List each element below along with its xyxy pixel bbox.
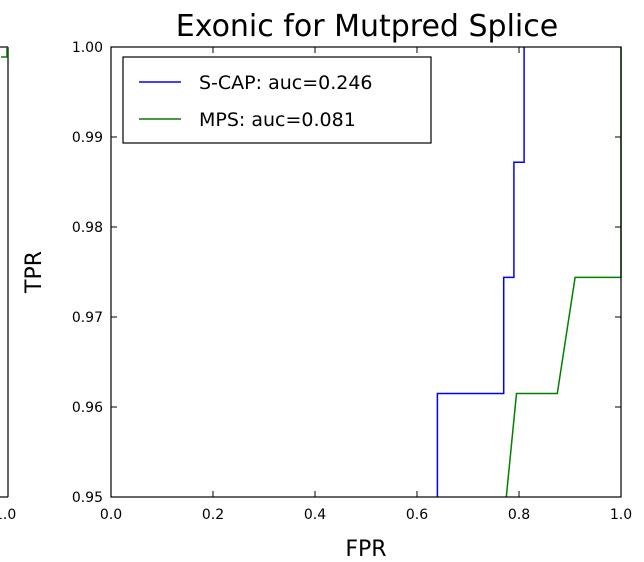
- y-tick-label: 0.96: [72, 400, 103, 416]
- x-tick-label: 0.4: [304, 507, 326, 523]
- y-tick-label: 0.97: [72, 310, 103, 326]
- left-panel-line: [1, 47, 8, 58]
- legend-label-mps: MPS: auc=0.081: [199, 109, 356, 131]
- left-panel-x-tick: 1.0: [0, 507, 16, 523]
- legend-box: [122, 56, 432, 144]
- x-tick-label: 0.6: [406, 507, 428, 523]
- y-tick-label: 0.99: [72, 130, 103, 146]
- legend: S-CAP: auc=0.246 MPS: auc=0.081: [122, 56, 432, 144]
- series-layer: [436, 47, 622, 498]
- y-tick-label: 1.00: [72, 40, 103, 56]
- y-axis-label: TPR: [22, 251, 47, 294]
- legend-label-scap: S-CAP: auc=0.246: [199, 72, 373, 94]
- plot-frame: [110, 46, 622, 498]
- x-tick-label: 0.2: [202, 507, 224, 523]
- y-tick-label: 0.98: [72, 220, 103, 236]
- chart-title: Exonic for Mutpred Splice: [176, 9, 558, 44]
- left-panel-fragment: 1.0: [0, 46, 16, 523]
- x-axis-label: FPR: [345, 537, 386, 562]
- ticks-layer: 0.0 0.2 0.4 0.6 0.8 1.0 0.95 0.96 0.97 0.98 0.99 1.…: [72, 40, 632, 523]
- series-line-scap: [436, 47, 525, 497]
- x-tick-label: 0.8: [508, 507, 530, 523]
- y-tick-label: 0.95: [72, 490, 103, 506]
- x-tick-label: 1.0: [610, 507, 632, 523]
- x-tick-label: 0.0: [100, 507, 122, 523]
